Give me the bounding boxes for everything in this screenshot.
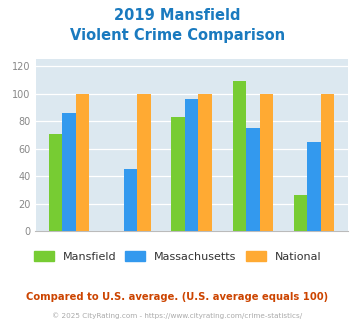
Text: © 2025 CityRating.com - https://www.cityrating.com/crime-statistics/: © 2025 CityRating.com - https://www.city… xyxy=(53,312,302,318)
Bar xyxy=(321,94,334,231)
Bar xyxy=(49,134,62,231)
Text: Violent Crime Comparison: Violent Crime Comparison xyxy=(70,28,285,43)
Text: Compared to U.S. average. (U.S. average equals 100): Compared to U.S. average. (U.S. average … xyxy=(26,292,329,302)
Bar xyxy=(307,142,321,231)
Bar xyxy=(124,169,137,231)
Bar xyxy=(185,99,198,231)
Legend: Mansfield, Massachusetts, National: Mansfield, Massachusetts, National xyxy=(29,247,326,267)
Bar xyxy=(76,94,89,231)
Bar xyxy=(260,94,273,231)
Bar xyxy=(171,117,185,231)
Bar xyxy=(233,82,246,231)
Bar xyxy=(246,128,260,231)
Bar xyxy=(198,94,212,231)
Bar xyxy=(137,94,151,231)
Bar xyxy=(62,113,76,231)
Bar xyxy=(294,195,307,231)
Text: 2019 Mansfield: 2019 Mansfield xyxy=(114,8,241,23)
